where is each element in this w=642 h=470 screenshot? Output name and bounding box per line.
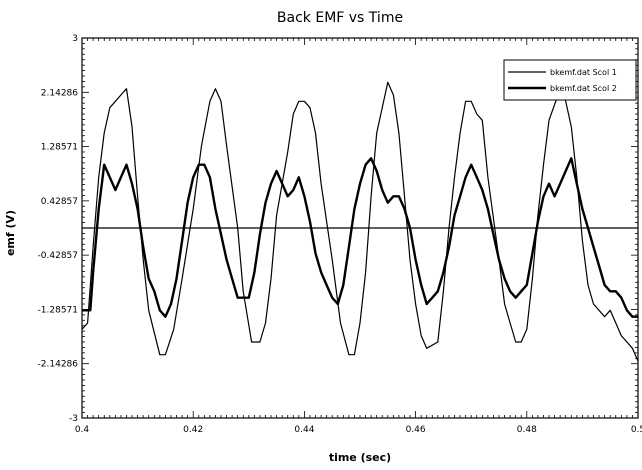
axis-ticks [81,37,639,419]
legend-label-series-1: bkemf.dat Scol 1 [550,68,617,77]
x-tick-label: 0.4 [75,425,90,435]
y-tick-label: -3 [69,414,78,424]
series-1 [81,81,639,362]
x-tick-label: 0.42 [183,425,203,435]
legend-box [503,59,637,101]
axis-tick-labels: 0.4 0.42 0.44 0.46 0.48 0.5 -3 -2.14286 -1.28571… [38,34,642,435]
chart-title: Back EMF vs Time [277,10,403,26]
y-tick-label: 0.42857 [41,197,78,207]
y-tick-label: -0.42857 [38,251,78,261]
x-axis-label: time (sec) [329,451,391,464]
y-tick-label: 2.14286 [41,88,78,98]
series-line-1 [81,81,639,362]
x-tick-label: 0.48 [517,425,537,435]
y-tick-label: 3 [72,34,78,44]
series-group [81,81,639,362]
x-tick-label: 0.5 [631,425,642,435]
series-2 [82,157,638,318]
x-tick-label: 0.44 [294,425,314,435]
x-tick-label: 0.46 [406,425,426,435]
y-axis-label: emf (V) [4,210,17,256]
legend-label-series-2: bkemf.dat Scol 2 [550,84,617,93]
plot-area: 0.4 0.42 0.44 0.46 0.48 0.5 -3 -2.14286 -1.28571… [38,34,642,435]
y-tick-label: 1.28571 [41,143,78,153]
legend: bkemf.dat Scol 1 bkemf.dat Scol 2 [503,59,637,101]
y-tick-label: -1.28571 [38,305,78,315]
series-line-2 [82,157,638,318]
y-tick-label: -2.14286 [38,360,79,370]
